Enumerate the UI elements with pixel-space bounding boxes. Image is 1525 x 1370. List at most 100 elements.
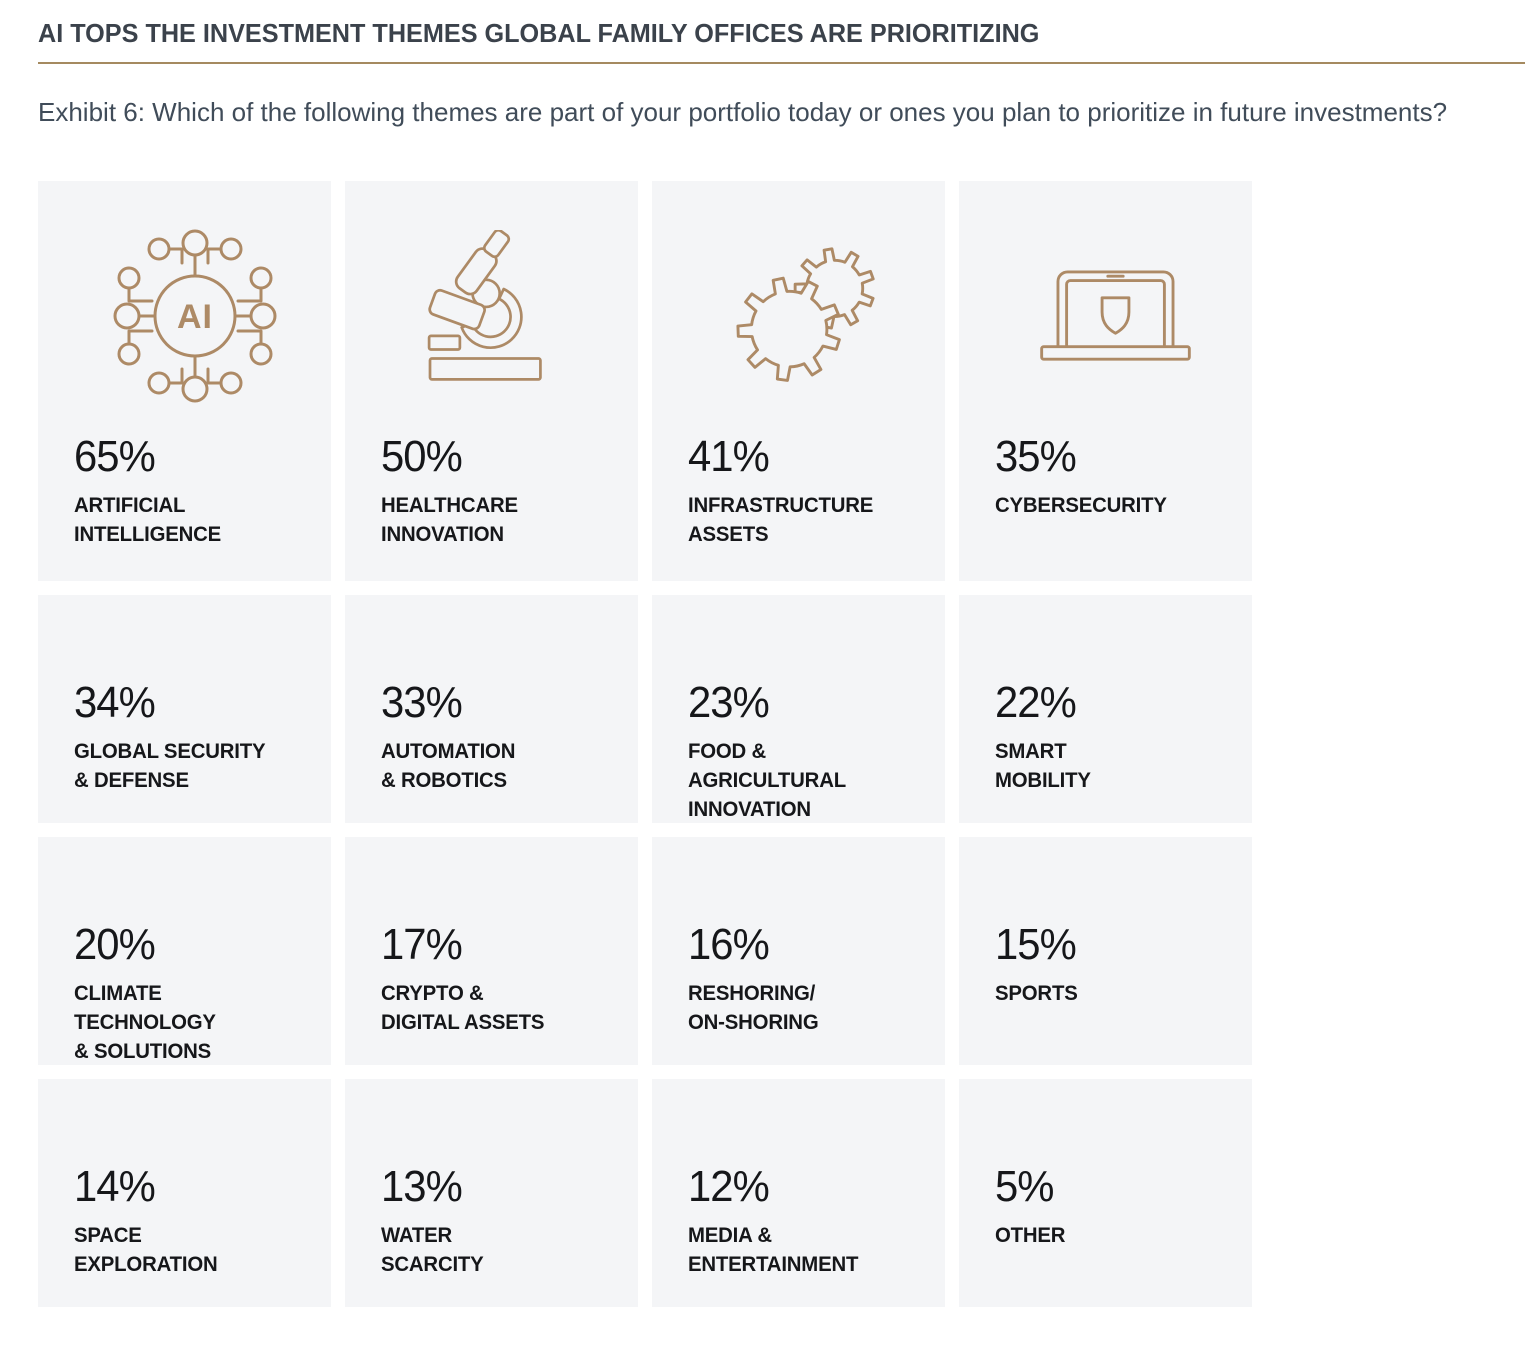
theme-card: 5% OTHER [959, 1079, 1252, 1308]
theme-card: 13% WATER SCARCITY [345, 1079, 638, 1308]
theme-label-line: ENTERTAINMENT [688, 1253, 859, 1277]
theme-card: 17% CRYPTO & DIGITAL ASSETS [345, 837, 638, 1066]
theme-card: 41% INFRASTRUCTURE ASSETS [652, 181, 945, 582]
theme-label-line: & DEFENSE [74, 769, 189, 793]
theme-value: 20% [74, 920, 156, 970]
card-content: 34% GLOBAL SECURITY & DEFENSE [74, 595, 315, 795]
card-content: 14% SPACE EXPLORATION [74, 1079, 315, 1279]
theme-value: 22% [995, 678, 1077, 728]
theme-label: FOOD & AGRICULTURAL INNOVATION [688, 737, 922, 824]
theme-label: WATER SCARCITY [381, 1221, 615, 1279]
theme-card: 14% SPACE EXPLORATION [38, 1079, 331, 1308]
theme-value: 34% [74, 678, 156, 728]
theme-label-line: AUTOMATION [381, 740, 516, 764]
theme-card: 15% SPORTS [959, 837, 1252, 1066]
theme-label-line: ASSETS [688, 523, 769, 547]
theme-value: 16% [688, 920, 770, 970]
theme-label-line: EXPLORATION [74, 1253, 218, 1277]
theme-label-line: ARTIFICIAL [74, 494, 186, 518]
theme-label: INFRASTRUCTURE ASSETS [688, 491, 922, 549]
theme-label-line: & ROBOTICS [381, 769, 507, 793]
theme-value: 35% [995, 432, 1077, 482]
theme-label-line: DIGITAL ASSETS [381, 1011, 545, 1035]
theme-label-line: CRYPTO & [381, 982, 484, 1006]
theme-label-line: CYBERSECURITY [995, 494, 1167, 518]
theme-label-line: SPORTS [995, 982, 1078, 1006]
theme-label: GLOBAL SECURITY & DEFENSE [74, 737, 308, 795]
theme-label-line: GLOBAL SECURITY [74, 740, 266, 764]
card-content: 17% CRYPTO & DIGITAL ASSETS [381, 837, 622, 1037]
card-content: 33% AUTOMATION & ROBOTICS [381, 595, 622, 795]
card-content: 22% SMART MOBILITY [995, 595, 1236, 795]
card-content: 12% MEDIA & ENTERTAINMENT [688, 1079, 929, 1279]
theme-label-line: SCARCITY [381, 1253, 484, 1277]
theme-label-line: INTELLIGENCE [74, 523, 222, 547]
theme-card: 22% SMART MOBILITY [959, 595, 1252, 824]
theme-card: AI 65% ARTIFICIAL INTELLIGENCE [38, 181, 331, 582]
theme-value: 15% [995, 920, 1077, 970]
theme-label-line: INFRASTRUCTURE [688, 494, 874, 518]
card-content: 41% INFRASTRUCTURE ASSETS [688, 435, 929, 549]
theme-value: 50% [381, 432, 463, 482]
card-content: 13% WATER SCARCITY [381, 1079, 622, 1279]
theme-label-line: FOOD & AGRICULTURAL [688, 740, 846, 793]
theme-label-line: & SOLUTIONS [74, 1040, 212, 1064]
theme-card: 33% AUTOMATION & ROBOTICS [345, 595, 638, 824]
theme-label: OTHER [995, 1221, 1229, 1250]
card-content: 20% CLIMATE TECHNOLOGY & SOLUTIONS [74, 837, 315, 1066]
card-content: 35% CYBERSECURITY [995, 435, 1236, 520]
theme-card: 50% HEALTHCARE INNOVATION [345, 181, 638, 582]
laptop-shield-icon [1040, 270, 1191, 361]
header: AI TOPS THE INVESTMENT THEMES GLOBAL FAM… [38, 18, 1525, 128]
theme-label: CYBERSECURITY [995, 491, 1229, 520]
themes-grid: AI 65% ARTIFICIAL INTELLIGENCE [38, 181, 1525, 1308]
theme-value: 65% [74, 432, 156, 482]
theme-label-line: CLIMATE TECHNOLOGY [74, 982, 216, 1035]
card-icon-slot [995, 221, 1236, 411]
theme-label: HEALTHCARE INNOVATION [381, 491, 615, 549]
theme-label: SPACE EXPLORATION [74, 1221, 308, 1279]
theme-card: 16% RESHORING/ON-SHORING [652, 837, 945, 1066]
theme-label-line: WATER [381, 1224, 453, 1248]
theme-value: 33% [381, 678, 463, 728]
theme-label-line: SPACE [74, 1224, 142, 1248]
card-icon-slot [688, 221, 929, 411]
theme-label: MEDIA & ENTERTAINMENT [688, 1221, 922, 1279]
card-content: 16% RESHORING/ON-SHORING [688, 837, 929, 1037]
theme-card: 35% CYBERSECURITY [959, 181, 1252, 582]
theme-value: 17% [381, 920, 463, 970]
card-content: 15% SPORTS [995, 837, 1236, 1008]
theme-label-line: ON-SHORING [688, 1011, 819, 1035]
theme-label: AUTOMATION & ROBOTICS [381, 737, 615, 795]
microscope-icon [427, 230, 542, 382]
exhibit-question: Exhibit 6: Which of the following themes… [38, 97, 1448, 128]
page-title: AI TOPS THE INVESTMENT THEMES GLOBAL FAM… [38, 18, 1040, 48]
gears-icon [736, 247, 875, 382]
accent-divider [38, 62, 1525, 65]
theme-value: 13% [381, 1162, 463, 1212]
card-content: 50% HEALTHCARE INNOVATION [381, 435, 622, 549]
theme-label-line: SMART [995, 740, 1067, 764]
theme-value: 41% [688, 432, 770, 482]
theme-label: CRYPTO & DIGITAL ASSETS [381, 979, 615, 1037]
theme-label: RESHORING/ON-SHORING [688, 979, 922, 1037]
theme-value: 14% [74, 1162, 156, 1212]
card-content: 23% FOOD & AGRICULTURAL INNOVATION [688, 595, 929, 824]
theme-value: 12% [688, 1162, 770, 1212]
theme-label-line: INNOVATION [688, 798, 811, 822]
theme-card: 20% CLIMATE TECHNOLOGY & SOLUTIONS [38, 837, 331, 1066]
theme-value: 5% [995, 1162, 1054, 1212]
card-icon-slot: AI [74, 221, 315, 411]
theme-label-line: MEDIA & [688, 1224, 772, 1248]
theme-label-line: HEALTHCARE [381, 494, 518, 518]
card-content: 65% ARTIFICIAL INTELLIGENCE [74, 435, 315, 549]
theme-card: 23% FOOD & AGRICULTURAL INNOVATION [652, 595, 945, 824]
ai-network-icon: AI [113, 229, 276, 403]
theme-value: 23% [688, 678, 770, 728]
theme-card: 12% MEDIA & ENTERTAINMENT [652, 1079, 945, 1308]
theme-label: CLIMATE TECHNOLOGY & SOLUTIONS [74, 979, 308, 1066]
theme-label: SMART MOBILITY [995, 737, 1229, 795]
theme-label-line: OTHER [995, 1224, 1066, 1248]
theme-card: 34% GLOBAL SECURITY & DEFENSE [38, 595, 331, 824]
